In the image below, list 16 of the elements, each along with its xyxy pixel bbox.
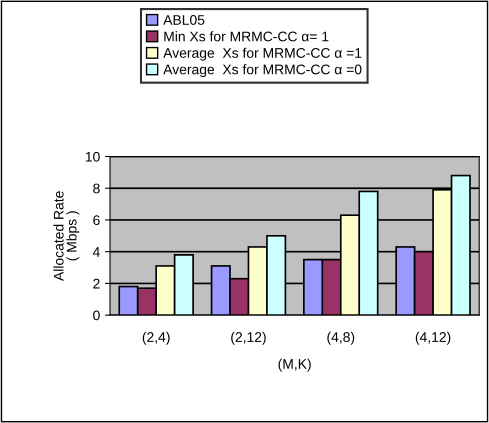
- y-tick-label: 10: [86, 152, 100, 162]
- x-tick-label: (4,8): [327, 332, 354, 345]
- y-tick-label: 0: [93, 310, 100, 320]
- x-axis-title: (M,K): [278, 358, 311, 372]
- legend-label: Average Xs for MRMC-CC α =0: [163, 64, 362, 78]
- legend-label: Average Xs for MRMC-CC α =1: [163, 48, 362, 61]
- legend-label: ABL05: [163, 15, 204, 25]
- y-tick-label: 6: [93, 215, 100, 226]
- y-tick-label: 2: [93, 278, 100, 288]
- y-axis-title: Allocated Rate ( Mbps ): [53, 191, 80, 281]
- y-tick-label: 8: [93, 184, 100, 194]
- x-tick-label: (2,12): [231, 332, 266, 345]
- x-tick-label: (4,12): [416, 332, 450, 345]
- y-tick-label: 4: [92, 247, 100, 257]
- legend-label: Min Xs for MRMC-CC α= 1: [164, 31, 328, 42]
- x-tick-label: (2,4): [142, 332, 170, 345]
